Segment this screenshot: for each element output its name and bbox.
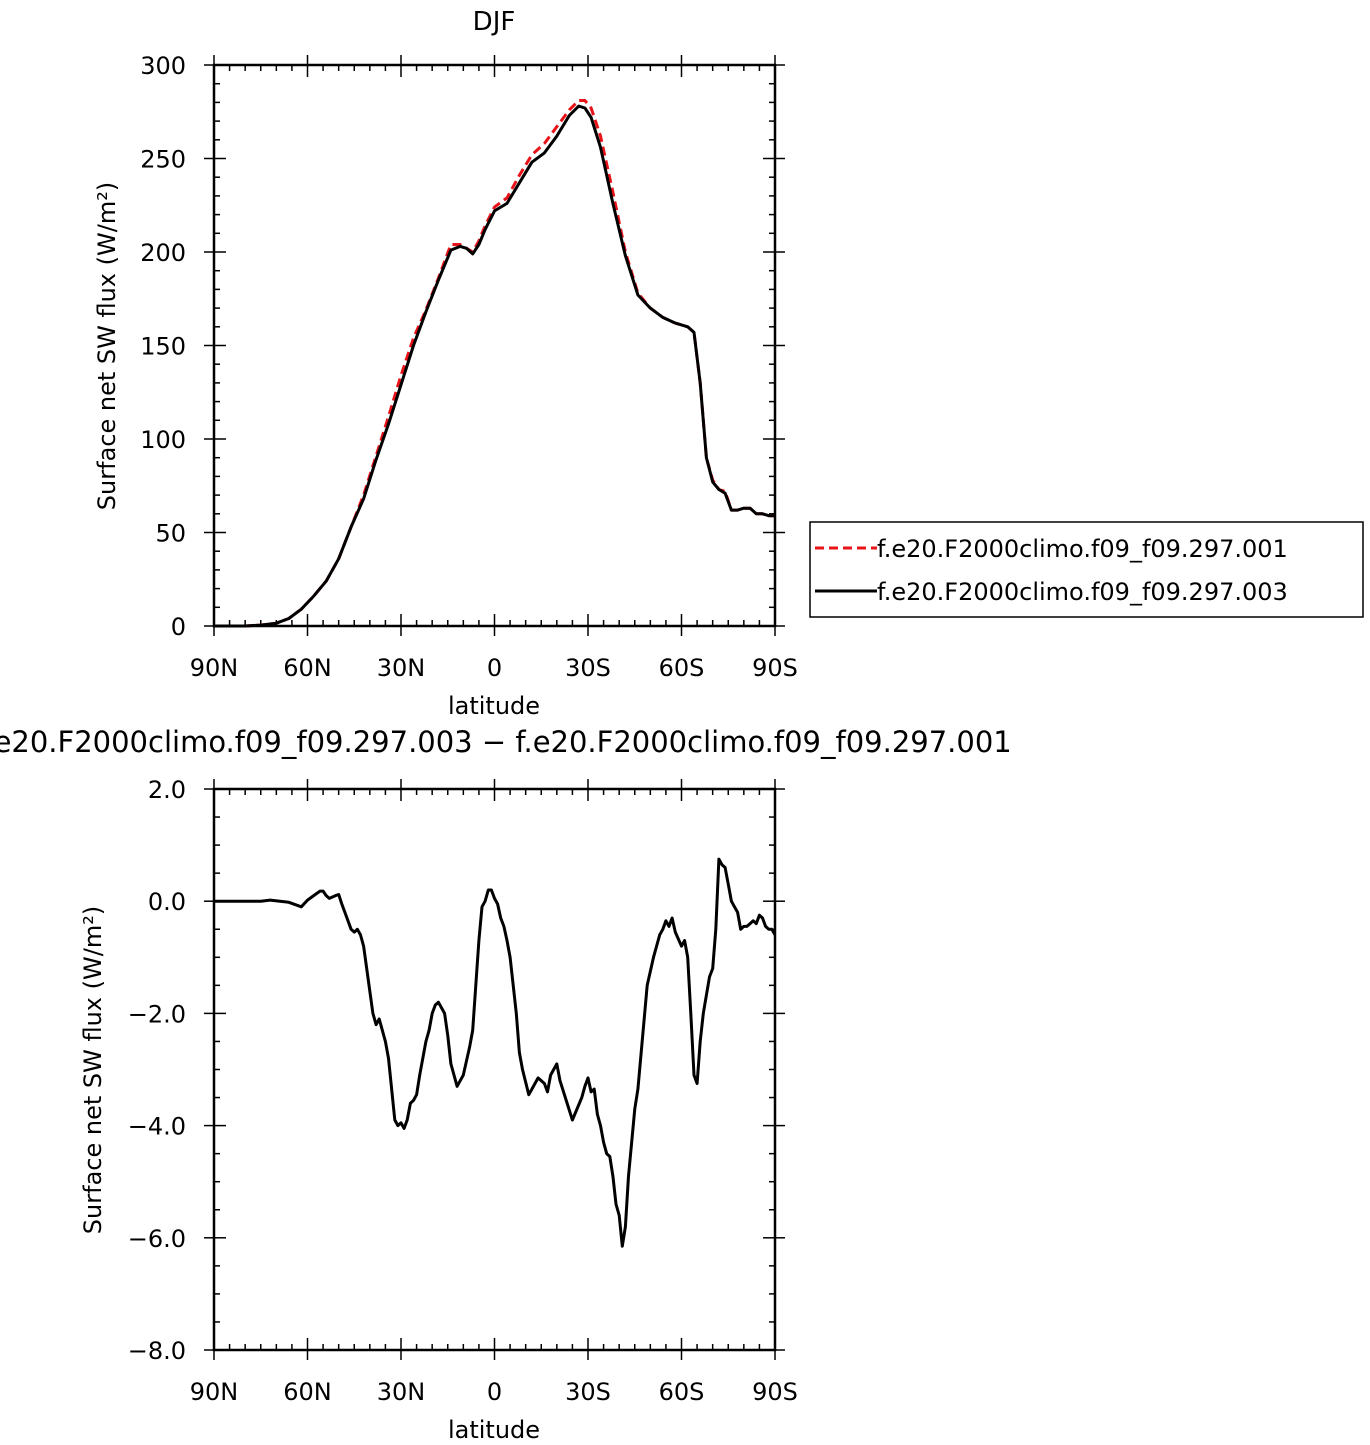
y-tick-label: 200 [140,239,186,267]
chart-title-djf: DJF [473,7,516,37]
y-tick-label: 250 [140,146,186,174]
legend-box [809,521,1364,618]
x-tick-label: 60S [659,654,705,682]
bottom-tick-labels: 90N 60N 30N 0 30S 60S 90S −8.0 −6.0 −4.0 −2.0 0.0 2.… [128,776,798,1406]
bottom-plot-frame [212,787,777,1352]
bottom-y-axis-label: Surface net SW flux (W/m²) [79,906,107,1234]
panel-djf: DJF 90N 60N 30N 0 30S 60S 90S 0 50 100 150 200 250 30… [93,7,798,720]
y-tick-label: 150 [140,333,186,361]
y-tick-label: 0 [171,613,186,641]
top-ticks [204,55,785,636]
y-tick-label: 300 [140,52,186,80]
top-series [214,99,775,628]
x-tick-label: 90S [752,654,798,682]
x-tick-label: 90N [190,1378,239,1406]
legend-label-series-003: f.e20.F2000climo.f09_f09.297.003 [877,578,1288,606]
top-tick-labels: 90N 60N 30N 0 30S 60S 90S 0 50 100 150 200 250 300 [140,52,798,682]
x-tick-label: 0 [487,1378,502,1406]
y-tick-label: −4.0 [128,1113,186,1141]
x-tick-label: 30N [377,1378,426,1406]
series-line-2 [214,104,775,628]
x-tick-label: 30S [565,654,611,682]
x-tick-label: 90N [190,654,239,682]
y-tick-label: 0.0 [148,888,186,916]
bottom-x-axis-label: latitude [448,1416,540,1444]
x-tick-label: 90S [752,1378,798,1406]
series-line-1 [214,99,775,628]
bottom-series [214,857,777,1248]
chart-title-difference: f.e20.F2000climo.f09_f09.297.003 − f.e20… [0,725,1012,759]
y-tick-label: 50 [155,520,186,548]
x-tick-label: 30S [565,1378,611,1406]
panel-difference: f.e20.F2000climo.f09_f09.297.003 − f.e20… [0,725,1012,1444]
legend: f.e20.F2000climo.f09_f09.297.001 f.e20.F… [809,521,1364,618]
legend-label-series-001: f.e20.F2000climo.f09_f09.297.001 [877,535,1288,563]
y-tick-label: −6.0 [128,1225,186,1253]
top-x-axis-label: latitude [448,692,540,720]
y-tick-label: 2.0 [148,776,186,804]
top-y-axis-label: Surface net SW flux (W/m²) [93,182,121,510]
y-tick-label: 100 [140,426,186,454]
x-tick-label: 60S [659,1378,705,1406]
x-tick-label: 30N [377,654,426,682]
x-tick-label: 60N [283,654,332,682]
series-line-1 [214,857,777,1248]
y-tick-label: −8.0 [128,1337,186,1365]
x-tick-label: 0 [487,654,502,682]
x-tick-label: 60N [283,1378,332,1406]
top-plot-frame [212,63,777,628]
y-tick-label: −2.0 [128,1000,186,1028]
